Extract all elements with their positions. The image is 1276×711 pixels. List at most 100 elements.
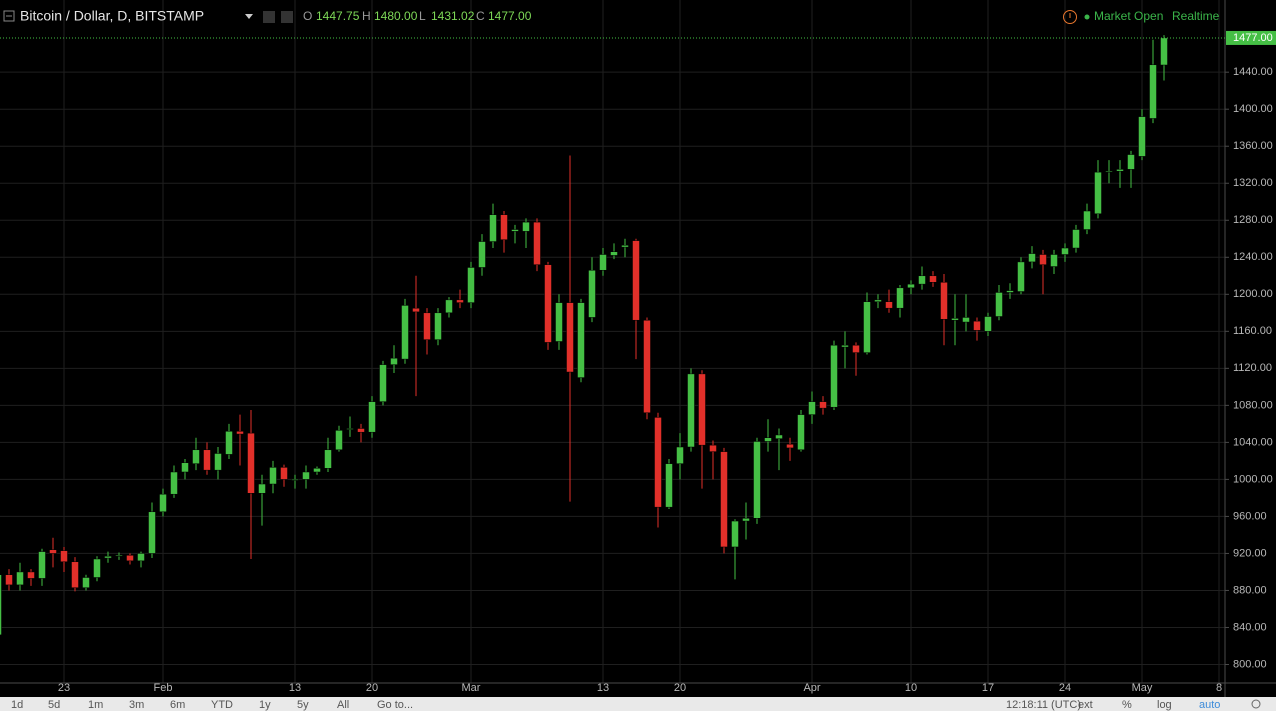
y-tick-label: 1080.00 <box>1233 399 1273 411</box>
candle-body <box>764 437 772 442</box>
x-tick-label: Feb <box>154 682 173 694</box>
range-button[interactable]: 1d <box>11 699 23 711</box>
close-value: 1477.00 <box>488 9 532 23</box>
candle-body <box>214 453 222 471</box>
y-tick-label: 1440.00 <box>1233 66 1273 78</box>
range-button[interactable]: YTD <box>211 699 233 711</box>
candle-body <box>874 299 882 302</box>
y-tick-label: 1200.00 <box>1233 288 1273 300</box>
x-tick-label: 13 <box>597 682 609 694</box>
candle-body <box>863 301 871 353</box>
candle-body <box>984 316 992 332</box>
candle-body <box>830 344 838 408</box>
candle-body <box>995 292 1003 317</box>
goto-button[interactable]: Go to... <box>377 699 413 711</box>
option-button[interactable]: % <box>1122 699 1132 711</box>
x-tick-label: 23 <box>58 682 70 694</box>
settings-icon[interactable] <box>263 11 275 23</box>
candle-body <box>478 241 486 268</box>
candle-body <box>808 401 816 415</box>
candles <box>0 35 1168 636</box>
candle-body <box>335 430 343 451</box>
candle-body <box>731 520 739 548</box>
symbol-dropdown[interactable] <box>245 14 253 19</box>
option-button[interactable]: auto <box>1199 699 1220 711</box>
x-tick-label: 8 <box>1216 682 1222 694</box>
candle-body <box>1160 37 1168 66</box>
candle-body <box>368 401 376 433</box>
range-button[interactable]: 6m <box>170 699 185 711</box>
candle-body <box>423 312 431 340</box>
candle-body <box>82 577 90 588</box>
option-button[interactable]: log <box>1157 699 1172 711</box>
open-value: 1447.75 <box>316 9 360 23</box>
candle-body <box>621 245 629 248</box>
candle-body <box>1017 261 1025 292</box>
candle-body <box>753 441 761 519</box>
candle-body <box>1127 154 1135 170</box>
collapse-button[interactable] <box>3 10 15 22</box>
candle-body <box>1072 229 1080 249</box>
candle-body <box>720 451 728 548</box>
candle-body <box>698 373 706 446</box>
candle-body <box>654 417 662 508</box>
format-icon[interactable] <box>281 11 293 23</box>
candle-body <box>401 305 409 360</box>
candle-body <box>170 471 178 495</box>
candle-body <box>258 483 266 494</box>
candle-body <box>313 468 321 473</box>
range-button[interactable]: 1y <box>259 699 271 711</box>
range-button[interactable]: All <box>337 699 349 711</box>
y-tick-label: 1240.00 <box>1233 251 1273 263</box>
candle-body <box>940 282 948 320</box>
x-tick-label: May <box>1132 682 1153 694</box>
x-tick-label: 10 <box>905 682 917 694</box>
candle-body <box>456 299 464 303</box>
y-tick-label: 1160.00 <box>1233 325 1272 337</box>
range-button[interactable]: 5d <box>48 699 60 711</box>
candle-body <box>181 462 189 473</box>
range-button[interactable]: 1m <box>88 699 103 711</box>
candle-body <box>588 269 596 318</box>
range-button[interactable]: 3m <box>129 699 144 711</box>
candle-body <box>93 558 101 578</box>
candle-body <box>115 555 123 557</box>
candle-body <box>907 283 915 289</box>
candle-body <box>291 479 299 481</box>
candle-body <box>27 571 35 579</box>
candle-body <box>742 518 750 522</box>
candle-body <box>5 574 13 586</box>
toolbar-items: 1d 5d 1m 3m 6m YTD 1y 5y All Go to... 12:18:11 (UT… <box>11 699 1261 711</box>
alert-icon[interactable] <box>1063 10 1077 24</box>
candle-body <box>467 267 475 303</box>
settings-button[interactable] <box>1251 699 1261 709</box>
y-tick-label: 920.00 <box>1233 547 1267 559</box>
candle-body <box>16 571 24 586</box>
symbol-title[interactable]: Bitcoin / Dollar, D, BITSTAMP <box>20 8 204 24</box>
low-value: 1431.02 <box>431 9 475 23</box>
axes: 800.00 840.00 880.00 920.00 960.00 1000.00 104… <box>0 30 1276 694</box>
candle-body <box>544 264 552 343</box>
candle-body <box>445 299 453 314</box>
option-button[interactable]: ext <box>1078 699 1093 711</box>
candle-body <box>412 307 420 313</box>
candle-body <box>1138 116 1146 157</box>
range-button[interactable]: 5y <box>297 699 309 711</box>
candle-body <box>1061 247 1069 255</box>
y-tick-label: 840.00 <box>1233 621 1267 633</box>
feed-status: Realtime <box>1172 9 1220 23</box>
toolbar <box>0 697 1276 711</box>
candle-body <box>951 318 959 321</box>
candle-body <box>962 317 970 323</box>
candle-body <box>929 275 937 283</box>
candle-body <box>0 574 2 636</box>
x-tick-label: 20 <box>366 682 378 694</box>
y-tick-label: 1120.00 <box>1233 362 1272 374</box>
candle-body <box>203 449 211 471</box>
candle-body <box>324 449 332 469</box>
candle-body <box>280 467 288 480</box>
candle-body <box>357 428 365 433</box>
candle-body <box>302 471 310 480</box>
high-value: 1480.00 <box>374 9 418 23</box>
